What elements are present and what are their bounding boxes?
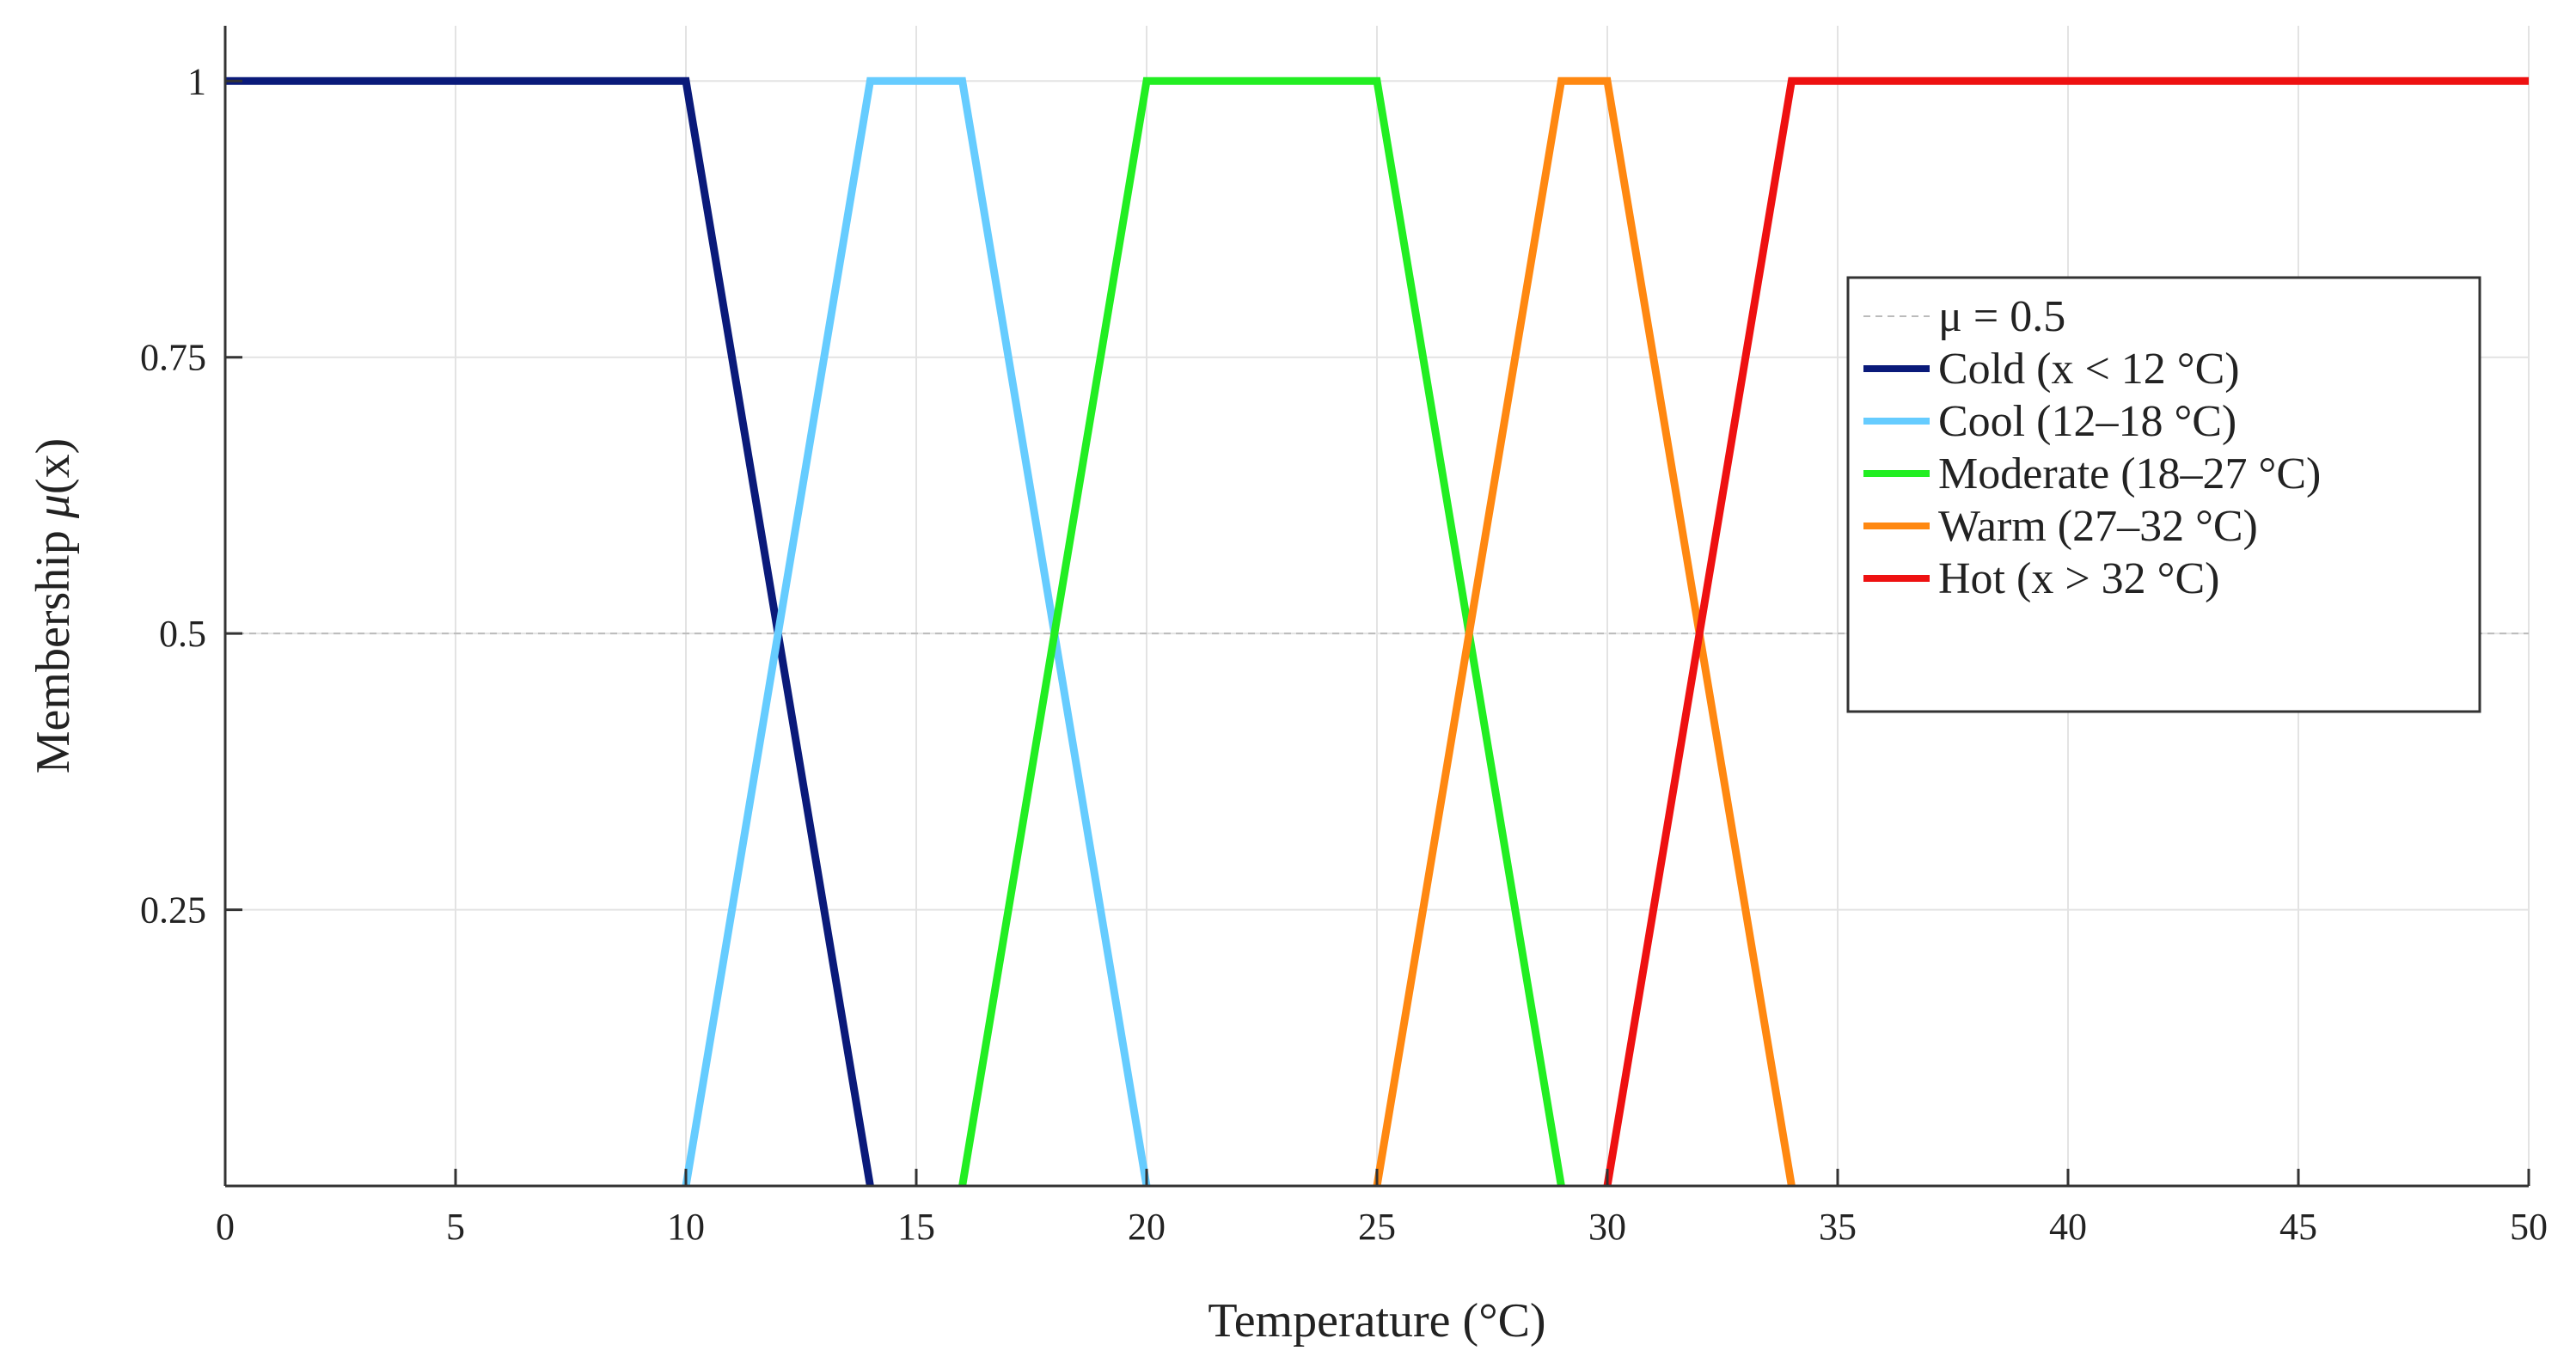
y-axis-title-mu: μ — [27, 494, 80, 519]
legend-label-reference: μ = 0.5 — [1938, 292, 2065, 341]
series-lines — [225, 76, 2529, 1187]
y-tick-label: 0.5 — [159, 613, 206, 655]
y-tick-label: 0.25 — [140, 889, 206, 932]
series-line-4 — [1603, 76, 2529, 1187]
x-tick-label: 50 — [2510, 1206, 2548, 1248]
y-axis-title: Membership μ(x) — [27, 438, 80, 773]
legend-box — [1846, 276, 2481, 713]
x-tick-label: 40 — [2049, 1206, 2087, 1248]
x-tick-label: 10 — [667, 1206, 705, 1248]
x-axis-ticks: 0 5 10 15 20 25 30 35 40 45 50 — [216, 1169, 2548, 1248]
y-axis-ticks: 0.25 0.5 0.75 1 — [140, 60, 242, 932]
y-axis-title-suffix: (x) — [27, 438, 80, 494]
x-tick-label: 30 — [1588, 1206, 1626, 1248]
legend-label: Cold (x < 12 °C) — [1938, 345, 2240, 394]
y-axis-title-prefix: Membership — [27, 518, 80, 773]
x-axis-title: Temperature (°C) — [1208, 1294, 1545, 1348]
x-tick-label: 45 — [2279, 1206, 2317, 1248]
y-tick-label: 1 — [187, 60, 206, 102]
legend-label: Hot (x > 32 °C) — [1938, 554, 2219, 603]
y-tick-label: 0.75 — [140, 337, 206, 379]
legend-label: Moderate (18–27 °C) — [1938, 449, 2321, 498]
series-line-0 — [225, 76, 874, 1187]
x-tick-label: 25 — [1358, 1206, 1396, 1248]
legend-label: Cool (12–18 °C) — [1938, 397, 2236, 446]
x-tick-label: 20 — [1128, 1206, 1166, 1248]
x-tick-label: 35 — [1819, 1206, 1857, 1248]
x-tick-label: 15 — [897, 1206, 935, 1248]
legend-label: Warm (27–32 °C) — [1938, 502, 2258, 551]
x-tick-label: 0 — [216, 1206, 235, 1248]
x-tick-label: 5 — [446, 1206, 465, 1248]
